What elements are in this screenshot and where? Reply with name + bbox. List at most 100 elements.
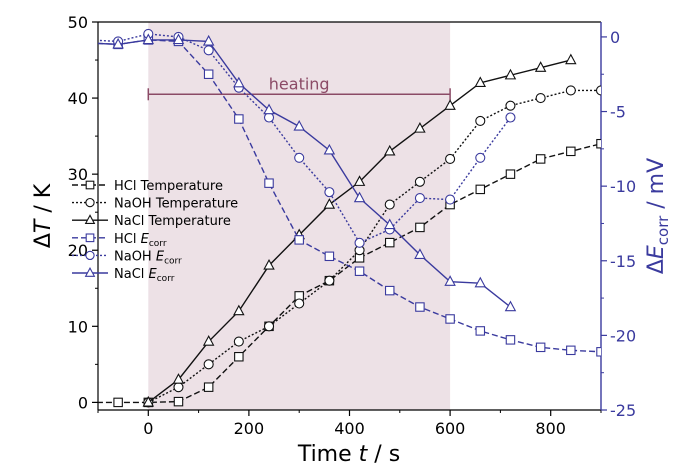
data-point [505, 169, 516, 179]
data-point [172, 33, 185, 45]
x-tick-label: 200 [234, 419, 265, 438]
legend: HCl Temperature NaOH Temperature NaCl Temp… [72, 179, 238, 284]
y-right-tick-label: 0 [610, 28, 620, 47]
y-right-tick-label: -20 [610, 326, 636, 345]
data-point [474, 276, 487, 288]
data-point [445, 153, 456, 164]
legend-label: NaCl Ecorr [114, 267, 175, 284]
legend-marker [85, 180, 95, 190]
x-tick-label: 800 [535, 419, 566, 438]
data-point [234, 351, 244, 362]
data-point [475, 326, 486, 336]
x-tick-label: 600 [435, 419, 466, 438]
data-point [596, 138, 601, 149]
legend-label: HCl Ecorr [114, 232, 167, 249]
data-point [414, 193, 425, 204]
data-point [534, 61, 547, 72]
series-line-hcl-ecorr [98, 39, 601, 353]
data-point [445, 194, 456, 205]
data-point [263, 103, 275, 115]
data-point [203, 69, 214, 79]
series-nacl-ecorr [83, 33, 517, 312]
series-layer [83, 28, 601, 408]
data-point [414, 176, 425, 187]
y-right-tick-label: -10 [610, 177, 636, 196]
heating-band-layer [148, 22, 451, 410]
data-point [202, 34, 215, 46]
x-tick-label: 0 [143, 419, 153, 438]
x-tick-label: 400 [334, 419, 365, 438]
y-left-tick-label: 30 [68, 165, 88, 184]
data-point [233, 336, 244, 347]
data-point [415, 222, 425, 233]
data-point [142, 33, 155, 45]
data-point [596, 347, 601, 357]
data-point [475, 184, 486, 195]
data-point [323, 143, 336, 155]
legend-label: NaOH Temperature [114, 197, 238, 212]
data-point [535, 93, 546, 104]
data-point [566, 345, 576, 356]
data-point [293, 119, 305, 131]
x-axis-label: Time t / s [297, 442, 400, 466]
legend-label: NaOH Ecorr [114, 249, 182, 266]
legend-label: HCl Temperature [114, 179, 223, 194]
legend-entry-hcl-temperature: HCl Temperature [72, 179, 223, 194]
data-point [294, 298, 305, 309]
heating-annotation: heating [147, 74, 451, 101]
data-point [203, 359, 214, 370]
data-point [475, 115, 486, 126]
legend-marker [84, 266, 96, 277]
y-left-tick-label: 20 [68, 241, 88, 260]
data-point [414, 122, 426, 133]
data-point [83, 38, 93, 47]
y-right-tick-label: -15 [610, 252, 636, 271]
data-point [354, 237, 365, 248]
data-point [294, 152, 305, 163]
data-point [83, 35, 92, 44]
data-point [353, 191, 366, 203]
data-point [354, 266, 365, 276]
y-axis-left-label: ΔT / K [31, 183, 56, 248]
heating-label: heating [269, 74, 330, 93]
data-point [353, 175, 366, 186]
data-point [172, 373, 185, 384]
data-point [263, 112, 275, 123]
data-point [383, 144, 396, 156]
data-point [113, 397, 123, 408]
data-point [566, 146, 576, 157]
series-line-hcl-temperature [98, 143, 601, 404]
y-left-tick-label: 0 [78, 393, 88, 412]
data-point [203, 45, 214, 56]
data-point [233, 304, 245, 316]
data-point [505, 335, 516, 345]
data-point [444, 275, 456, 286]
legend-entry-nacl-ecorr: NaCl Ecorr [72, 266, 175, 284]
data-point [384, 237, 395, 248]
data-point [263, 321, 275, 332]
data-point [384, 199, 395, 210]
legend-entry-naoh-ecorr: NaOH Ecorr [72, 249, 182, 266]
y-right-tick-label: -5 [610, 103, 626, 122]
data-point [324, 251, 335, 262]
series-nacl-temperature [142, 53, 577, 407]
legend-marker [85, 233, 95, 243]
data-point [294, 235, 304, 245]
data-point [173, 396, 184, 407]
legend-marker [84, 214, 96, 225]
legend-entry-nacl-temperature: NaCl Temperature [72, 214, 231, 229]
data-point [323, 198, 336, 209]
y-axis-right-label: ΔEcorr / mV [644, 158, 672, 274]
data-point [233, 76, 245, 88]
data-point [384, 285, 395, 296]
legend-entry-naoh-temperature: NaOH Temperature [72, 197, 238, 212]
data-point [234, 114, 244, 124]
data-point [264, 178, 274, 188]
y-right-tick-label: -25 [610, 401, 636, 420]
y-left-tick-label: 10 [68, 317, 88, 336]
data-point [504, 300, 517, 312]
data-point [84, 39, 92, 47]
data-point [383, 218, 396, 230]
legend-label: NaCl Temperature [114, 214, 231, 229]
